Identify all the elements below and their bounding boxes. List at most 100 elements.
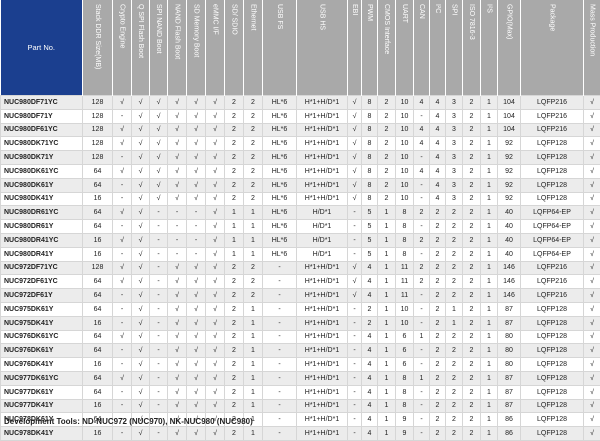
table-cell: HL*6 xyxy=(263,178,297,192)
table-cell: H*1+H/D*1 xyxy=(297,371,348,385)
table-cell: - xyxy=(348,344,362,358)
table-cell: 4 xyxy=(362,413,378,427)
table-cell: - xyxy=(263,330,297,344)
table-cell: √ xyxy=(132,178,150,192)
table-cell: - xyxy=(113,427,132,441)
table-cell: 1 xyxy=(244,220,263,234)
table-cell: 2 xyxy=(446,385,463,399)
table-cell: 2 xyxy=(446,275,463,289)
table-cell: 1 xyxy=(378,358,396,372)
table-cell: 2 xyxy=(463,302,481,316)
table-cell: 2 xyxy=(225,302,244,316)
table-cell: √ xyxy=(348,261,362,275)
table-cell: - xyxy=(414,109,430,123)
table-cell: 2 xyxy=(446,206,463,220)
table-cell: 10 xyxy=(396,192,414,206)
part-number: NUC975DK41Y xyxy=(1,316,83,330)
column-header: Q SPI Flash Boot xyxy=(132,0,150,96)
table-cell: √ xyxy=(584,413,600,427)
table-cell: 2 xyxy=(430,399,446,413)
table-cell: √ xyxy=(132,358,150,372)
table-cell: 1 xyxy=(446,316,463,330)
table-cell: √ xyxy=(206,427,225,441)
table-cell: - xyxy=(113,358,132,372)
table-cell: √ xyxy=(187,137,206,151)
table-cell: √ xyxy=(206,247,225,261)
table-cell: 8 xyxy=(362,151,378,165)
column-header: Part No. xyxy=(1,0,83,96)
table-cell: √ xyxy=(113,137,132,151)
table-cell: √ xyxy=(206,399,225,413)
column-header-text: USB FS xyxy=(276,4,283,29)
table-cell: 2 xyxy=(225,123,244,137)
table-cell: 104 xyxy=(498,109,521,123)
table-cell: 2 xyxy=(244,289,263,303)
table-cell: 2 xyxy=(430,289,446,303)
table-cell: 1 xyxy=(481,358,498,372)
table-cell: 4 xyxy=(362,371,378,385)
table-cell: 64 xyxy=(83,302,113,316)
table-cell: - xyxy=(348,302,362,316)
table-cell: √ xyxy=(187,289,206,303)
footer-note: Development Tools: ND-NUC972 (NUC970), N… xyxy=(4,417,253,426)
table-cell: H*1+H/D*1 xyxy=(297,385,348,399)
table-cell: 1 xyxy=(244,233,263,247)
table-cell: √ xyxy=(187,385,206,399)
table-cell: √ xyxy=(206,123,225,137)
table-cell: 64 xyxy=(83,289,113,303)
table-cell: 128 xyxy=(83,261,113,275)
table-cell: - xyxy=(414,413,430,427)
table-cell: 8 xyxy=(396,233,414,247)
table-cell: LQFP216 xyxy=(521,261,584,275)
table-cell: √ xyxy=(206,164,225,178)
table-cell: √ xyxy=(132,399,150,413)
table-cell: 4 xyxy=(362,330,378,344)
table-cell: √ xyxy=(584,427,600,441)
table-cell: √ xyxy=(150,123,168,137)
table-cell: √ xyxy=(132,123,150,137)
table-cell: 2 xyxy=(244,261,263,275)
table-cell: H*1+H/D*1 xyxy=(297,109,348,123)
table-cell: 2 xyxy=(430,275,446,289)
table-cell: - xyxy=(168,220,187,234)
table-cell: 2 xyxy=(463,137,481,151)
table-cell: H*1+H/D*1 xyxy=(297,275,348,289)
table-cell: - xyxy=(414,247,430,261)
table-cell: HL*6 xyxy=(263,192,297,206)
table-cell: 2 xyxy=(463,385,481,399)
table-cell: - xyxy=(168,233,187,247)
table-cell: 2 xyxy=(362,316,378,330)
table-cell: 2 xyxy=(446,413,463,427)
table-cell: √ xyxy=(584,316,600,330)
table-cell: 8 xyxy=(362,96,378,110)
table-cell: √ xyxy=(113,261,132,275)
table-cell: 2 xyxy=(463,109,481,123)
table-cell: √ xyxy=(132,109,150,123)
table-cell: 1 xyxy=(244,330,263,344)
table-cell: 104 xyxy=(498,96,521,110)
table-cell: 11 xyxy=(396,261,414,275)
table-cell: - xyxy=(263,413,297,427)
table-cell: 64 xyxy=(83,164,113,178)
table-cell: 5 xyxy=(362,206,378,220)
table-cell: √ xyxy=(348,178,362,192)
table-cell: 16 xyxy=(83,427,113,441)
table-cell: 1 xyxy=(378,371,396,385)
table-cell: √ xyxy=(168,96,187,110)
column-header: GPIO(Max) xyxy=(498,0,521,96)
table-cell: 16 xyxy=(83,233,113,247)
table-cell: 3 xyxy=(446,192,463,206)
table-cell: 16 xyxy=(83,399,113,413)
table-cell: - xyxy=(187,220,206,234)
table-cell: 1 xyxy=(481,192,498,206)
table-cell: H*1+H/D*1 xyxy=(297,178,348,192)
table-cell: √ xyxy=(584,247,600,261)
table-cell: 2 xyxy=(463,330,481,344)
table-cell: √ xyxy=(584,109,600,123)
table-cell: √ xyxy=(187,399,206,413)
table-cell: √ xyxy=(132,151,150,165)
